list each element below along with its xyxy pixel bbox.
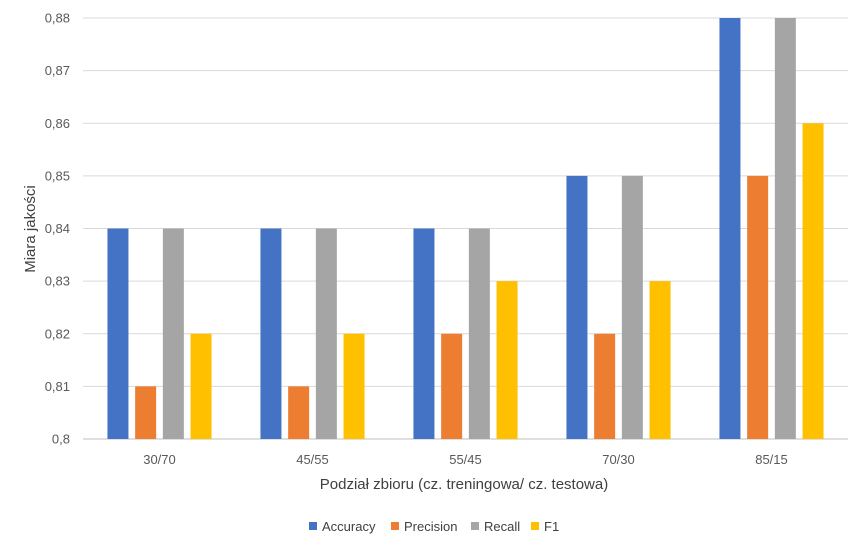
- x-tick-label: 55/45: [449, 452, 482, 467]
- legend-label: Recall: [484, 519, 520, 534]
- bar-f1-70-30: [649, 281, 671, 439]
- bar-recall-70-30: [621, 175, 643, 439]
- y-tick-label: 0,82: [45, 326, 70, 341]
- bar-accuracy-55-45: [413, 228, 435, 439]
- legend-label: F1: [544, 519, 559, 534]
- y-axis-tick-labels: 0,8 0,81 0,82 0,83 0,84 0,85 0,86 0,87 0,88: [45, 11, 70, 447]
- y-tick-label: 0,85: [45, 168, 70, 183]
- y-tick-label: 0,88: [45, 11, 70, 26]
- bar-accuracy-85-15: [719, 18, 741, 439]
- x-axis-tick-labels: 30/70 45/55 55/45 70/30 85/15: [143, 452, 788, 467]
- bar-precision-55-45: [441, 333, 463, 439]
- bar-f1-30-70: [190, 333, 212, 439]
- legend-swatch: [309, 522, 317, 530]
- bar-precision-85-15: [747, 175, 769, 439]
- y-tick-label: 0,84: [45, 221, 70, 236]
- legend-swatch: [471, 522, 479, 530]
- legend-swatch: [391, 522, 399, 530]
- y-tick-label: 0,83: [45, 274, 70, 289]
- x-tick-label: 45/55: [296, 452, 329, 467]
- bar-precision-70-30: [594, 333, 616, 439]
- bar-f1-45-55: [343, 333, 365, 439]
- y-axis-title: Miara jakości: [22, 185, 39, 273]
- legend-item-accuracy: Accuracy: [309, 519, 376, 534]
- bar-accuracy-70-30: [566, 175, 588, 439]
- y-tick-label: 0,81: [45, 379, 70, 394]
- bar-precision-45-55: [288, 386, 310, 439]
- bar-recall-85-15: [774, 18, 796, 439]
- y-tick-label: 0,86: [45, 116, 70, 131]
- legend-label: Precision: [404, 519, 457, 534]
- bar-recall-55-45: [468, 228, 490, 439]
- legend: Accuracy Precision Recall F1: [309, 519, 559, 534]
- bar-accuracy-45-55: [260, 228, 282, 439]
- y-tick-label: 0,87: [45, 63, 70, 78]
- bar-f1-85-15: [802, 123, 824, 439]
- legend-item-recall: Recall: [471, 519, 520, 534]
- x-tick-label: 70/30: [602, 452, 635, 467]
- bars: [107, 18, 824, 439]
- legend-item-precision: Precision: [391, 519, 457, 534]
- x-tick-label: 30/70: [143, 452, 176, 467]
- legend-label: Accuracy: [322, 519, 376, 534]
- bar-f1-55-45: [496, 281, 518, 439]
- legend-item-f1: F1: [531, 519, 559, 534]
- bar-recall-45-55: [315, 228, 337, 439]
- x-axis-title: Podział zbioru (cz. treningowa/ cz. test…: [320, 476, 608, 493]
- y-tick-label: 0,8: [52, 432, 70, 447]
- bar-accuracy-30-70: [107, 228, 129, 439]
- x-tick-label: 85/15: [755, 452, 788, 467]
- bar-precision-30-70: [135, 386, 157, 439]
- bar-recall-30-70: [162, 228, 184, 439]
- legend-swatch: [531, 522, 539, 530]
